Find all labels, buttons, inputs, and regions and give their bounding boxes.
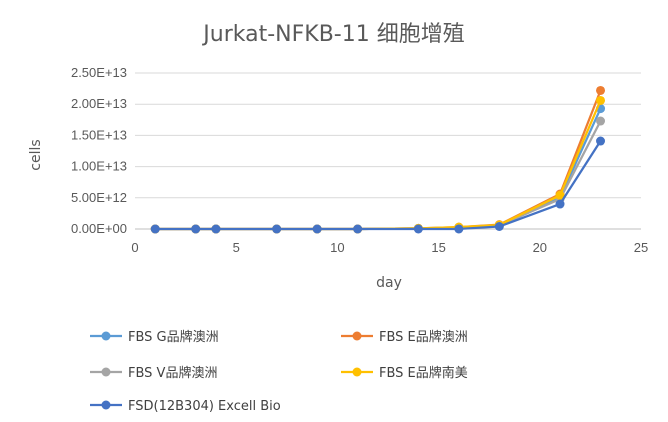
x-tick-label: 5 (233, 240, 240, 255)
data-point (596, 136, 606, 146)
legend-item: FBS E品牌南美 (341, 365, 468, 381)
y-tick-label: 0.00E+00 (71, 221, 127, 236)
series-1 (150, 85, 606, 234)
series-line (155, 140, 602, 231)
legend-label: FBS E品牌南美 (379, 365, 468, 381)
y-tick-label: 5.00E+12 (71, 190, 127, 205)
x-axis-ticks: 0 5 10 15 20 25 (131, 240, 648, 255)
data-point (150, 224, 160, 234)
x-tick-label: 20 (533, 240, 547, 255)
data-point (555, 190, 565, 200)
y-tick-label: 1.00E+13 (71, 159, 127, 174)
legend-swatch-marker (352, 331, 362, 341)
data-point (272, 224, 282, 234)
legend-swatch-marker (101, 367, 111, 377)
y-tick-label: 2.50E+13 (71, 65, 127, 80)
y-axis-ticks: 0.00E+00 5.00E+12 1.00E+13 1.50E+13 2.00E+13… (71, 65, 127, 236)
legend-swatch-marker (101, 331, 111, 341)
legend-label: FSD(12B304) Excell Bio (128, 399, 281, 414)
data-point (555, 199, 565, 209)
x-tick-label: 25 (634, 240, 648, 255)
data-point (312, 224, 322, 234)
chart-title: Jurkat-NFKB-11 细胞增殖 (201, 22, 464, 47)
y-tick-label: 1.50E+13 (71, 127, 127, 142)
y-tick-label: 2.00E+13 (71, 96, 127, 111)
data-point (494, 222, 504, 232)
legend-swatch-marker (352, 367, 362, 377)
y-axis-label: cells (28, 139, 44, 170)
legend-swatch-marker (101, 400, 111, 410)
data-point (353, 224, 363, 234)
legend-label: FBS V品牌澳洲 (128, 365, 217, 381)
series-4 (150, 136, 606, 234)
legend-label: FBS E品牌澳洲 (379, 329, 468, 345)
data-point (596, 95, 606, 105)
x-tick-label: 10 (330, 240, 344, 255)
x-axis-label: day (376, 275, 402, 291)
data-point (211, 224, 221, 234)
legend-item: FBS G品牌澳洲 (90, 329, 219, 345)
data-point (413, 224, 423, 234)
legend-item: FBS V品牌澳洲 (90, 365, 217, 381)
legend-item: FBS E品牌澳洲 (341, 329, 468, 345)
x-tick-label: 0 (131, 240, 138, 255)
legend-item: FSD(12B304) Excell Bio (90, 399, 281, 414)
series-layer (150, 85, 606, 234)
gridlines (135, 72, 641, 230)
legend-label: FBS G品牌澳洲 (128, 329, 219, 345)
series-2 (150, 116, 606, 234)
data-point (191, 224, 201, 234)
x-tick-label: 15 (431, 240, 445, 255)
data-point (596, 116, 606, 126)
data-point (596, 85, 606, 95)
data-point (454, 224, 464, 234)
series-0 (150, 104, 606, 234)
legend: FBS G品牌澳洲 FBS E品牌澳洲 FBS V品牌澳洲 FBS E品牌南美 FSD(… (90, 329, 468, 414)
